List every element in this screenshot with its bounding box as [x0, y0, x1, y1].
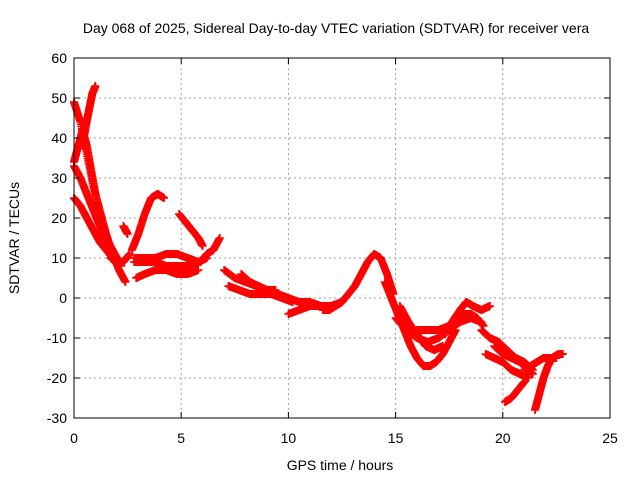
y-tick-label: -20: [47, 370, 67, 386]
data-point: [121, 278, 130, 286]
y-tick-label: 30: [51, 170, 67, 186]
x-tick-label: 15: [388, 430, 404, 446]
series-arc-g: [119, 222, 132, 238]
y-tick-label: 10: [51, 250, 67, 266]
series-arc-y: [481, 350, 533, 382]
series-arc-k: [132, 266, 203, 282]
x-tick-label: 0: [70, 430, 78, 446]
data-point: [198, 242, 207, 250]
series-arc-e: [78, 82, 100, 150]
x-tick-label: 10: [281, 430, 297, 446]
data-point: [524, 374, 533, 382]
series-arc-h: [127, 190, 169, 254]
y-tick-label: 0: [59, 290, 67, 306]
data-point: [288, 298, 297, 306]
data-point: [438, 342, 447, 350]
data-point: [194, 266, 203, 274]
data-point: [558, 350, 567, 358]
series-arc-f: [106, 250, 134, 266]
series-arc-m: [196, 234, 224, 266]
series-arc-p: [237, 270, 280, 294]
x-tick-label: 20: [495, 430, 511, 446]
x-axis-label: GPS time / hours: [287, 457, 394, 473]
data-point: [215, 234, 224, 242]
data-points: [70, 82, 567, 414]
data-point: [520, 378, 529, 386]
x-ticks: 0 5 10 15 20 25: [70, 58, 618, 446]
x-tick-label: 5: [177, 430, 185, 446]
plot-frame: [73, 57, 611, 419]
y-tick-label: -30: [47, 410, 67, 426]
series-arc-ad: [511, 354, 537, 374]
data-point: [91, 82, 100, 90]
y-tick-label: 40: [51, 130, 67, 146]
y-tick-label: 50: [51, 90, 67, 106]
x-tick-label: 25: [602, 430, 618, 446]
series-arc-r: [318, 250, 398, 314]
data-point: [123, 230, 132, 238]
data-point: [485, 302, 494, 310]
chart-title: Day 068 of 2025, Sidereal Day-to-day VTE…: [83, 20, 589, 36]
data-point: [552, 354, 561, 362]
series-arc-aa: [500, 378, 529, 406]
y-tick-label: -10: [47, 330, 67, 346]
y-tick-label: 60: [51, 50, 67, 66]
y-ticks: -30 -20 -10 0 10 20 30 40 50 60: [47, 50, 610, 426]
y-tick-label: 20: [51, 210, 67, 226]
data-point: [271, 286, 280, 294]
series-arc-d: [70, 162, 126, 266]
data-point: [528, 366, 537, 374]
y-axis-label: SDTVAR / TECUs: [6, 182, 22, 294]
data-point: [160, 194, 169, 202]
series-arc-l: [175, 210, 207, 250]
